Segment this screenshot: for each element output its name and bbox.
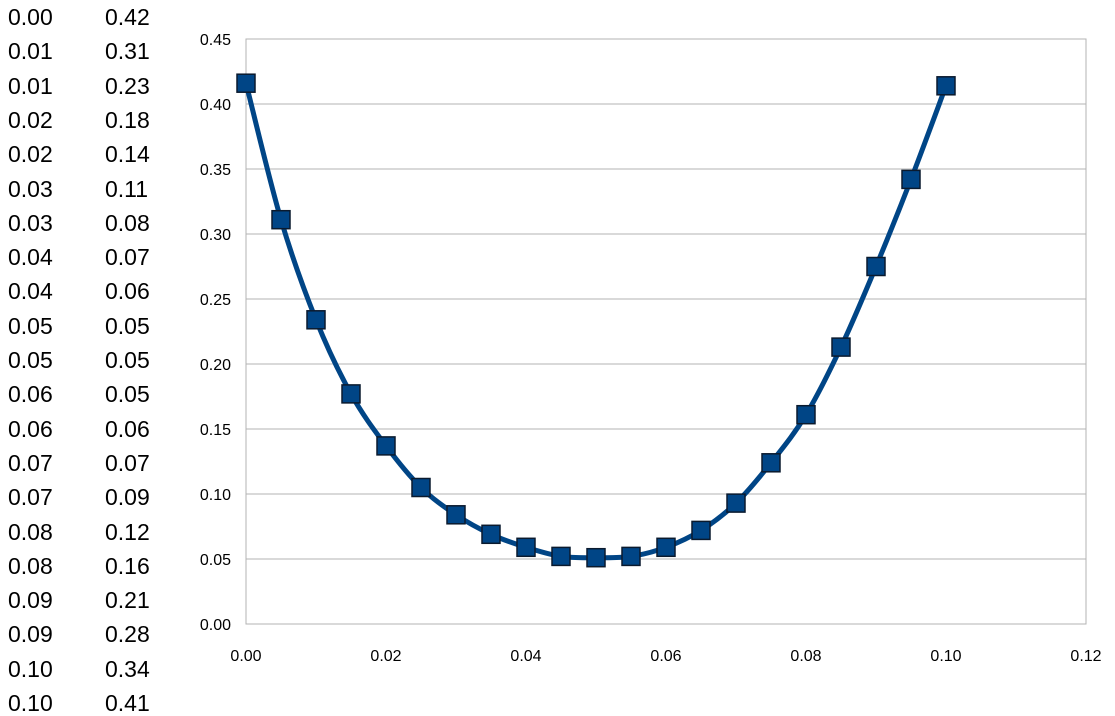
data-point-marker [936, 76, 956, 96]
series-line [243, 80, 949, 561]
data-point-marker [691, 520, 711, 541]
data-point-marker [446, 505, 466, 525]
data-point-marker [621, 546, 641, 567]
x-axis-ticks: 0.00 0.02 0.04 0.06 0.08 0.10 0.12 [230, 648, 1101, 665]
table-cell-y: 0.21 [105, 587, 150, 614]
y-tick-label: 0.45 [200, 32, 231, 49]
data-point-marker [901, 169, 921, 190]
table-cell-y: 0.18 [105, 106, 150, 133]
x-tick-label: 0.12 [1070, 648, 1101, 665]
table-cell-x: 0.02 [8, 141, 53, 168]
table-cell-x: 0.01 [8, 72, 53, 99]
table-cell-y: 0.42 [105, 4, 150, 30]
data-point-marker [796, 404, 816, 425]
table-cell-y: 0.08 [105, 209, 150, 236]
y-tick-label: 0.15 [200, 422, 231, 439]
table-cell-y: 0.28 [105, 621, 150, 648]
data-point-marker [656, 537, 676, 558]
table-cell-x: 0.09 [8, 587, 53, 614]
table-cell-y: 0.34 [105, 655, 150, 682]
table-cell-x: 0.03 [8, 209, 53, 236]
table-cell-y: 0.05 [105, 312, 150, 339]
y-tick-label: 0.25 [200, 292, 231, 309]
data-point-marker [271, 209, 291, 230]
x-tick-label: 0.10 [930, 648, 961, 665]
data-point-marker [376, 436, 396, 456]
table-cell-x: 0.03 [8, 175, 53, 202]
x-tick-label: 0.04 [510, 648, 541, 665]
data-table: 0.00 0.42 0.01 0.31 0.01 0.23 0.02 0.18 0.02 0.14… [0, 0, 175, 716]
x-tick-label: 0.06 [650, 648, 681, 665]
data-point-marker [726, 493, 746, 513]
table-cell-y: 0.07 [105, 449, 150, 476]
table-cell-x: 0.10 [8, 655, 53, 682]
table-cell-y: 0.09 [105, 484, 150, 511]
y-tick-label: 0.05 [200, 552, 231, 569]
table-cell-x: 0.04 [8, 278, 53, 305]
data-point-marker [481, 524, 501, 545]
table-cell-y: 0.12 [105, 518, 150, 545]
table-cell-x: 0.10 [8, 690, 53, 716]
table-cell-x: 0.01 [8, 38, 53, 65]
y-tick-label: 0.40 [200, 97, 231, 114]
table-cell-y: 0.07 [105, 244, 150, 271]
data-point-marker [306, 310, 326, 330]
table-cell-y: 0.11 [105, 175, 149, 202]
table-cell-x: 0.07 [8, 484, 53, 511]
y-tick-label: 0.10 [200, 487, 231, 504]
table-cell-x: 0.05 [8, 347, 53, 373]
table-cell-x: 0.02 [8, 106, 53, 133]
table-cell-x: 0.07 [8, 449, 53, 476]
y-tick-label: 0.00 [200, 617, 231, 634]
data-point-marker [516, 537, 536, 558]
data-point-marker [551, 546, 571, 567]
table-cell-x: 0.00 [8, 4, 53, 30]
data-point-marker [411, 477, 431, 498]
grid [246, 38, 1086, 625]
y-tick-label: 0.20 [200, 357, 231, 374]
data-point-marker [761, 453, 781, 473]
table-cell-x: 0.04 [8, 244, 53, 271]
table-cell-x: 0.05 [8, 312, 53, 339]
data-point-marker [236, 73, 256, 93]
table-cell-y: 0.14 [105, 141, 150, 168]
y-tick-label: 0.35 [200, 162, 231, 179]
table-cell-y: 0.41 [105, 690, 150, 716]
table-cell-x: 0.06 [8, 415, 53, 442]
data-point-marker [586, 547, 606, 568]
x-tick-label: 0.02 [370, 648, 401, 665]
data-point-marker [866, 256, 886, 277]
table-cell-y: 0.05 [105, 347, 150, 373]
table-cell-y: 0.16 [105, 552, 150, 579]
table-cell-y: 0.31 [105, 38, 150, 65]
table-cell-y: 0.23 [105, 72, 150, 99]
series-markers [236, 73, 956, 568]
table-cell-y: 0.06 [105, 415, 150, 442]
y-tick-label: 0.30 [200, 227, 231, 244]
table-cell-y: 0.06 [105, 278, 150, 305]
y-axis-ticks: 0.00 0.05 0.10 0.15 0.20 0.25 0.30 0.35 0.40 0.45 [200, 32, 231, 634]
x-tick-label: 0.00 [230, 648, 261, 665]
data-point-marker [341, 384, 361, 404]
table-cell-y: 0.05 [105, 381, 150, 408]
table-cell-x: 0.08 [8, 518, 53, 545]
table-cell-x: 0.08 [8, 552, 53, 579]
plot-area [245, 38, 1087, 625]
x-tick-label: 0.08 [790, 648, 821, 665]
table-cell-x: 0.06 [8, 381, 53, 408]
data-point-marker [831, 337, 851, 357]
table-cell-x: 0.09 [8, 621, 53, 648]
